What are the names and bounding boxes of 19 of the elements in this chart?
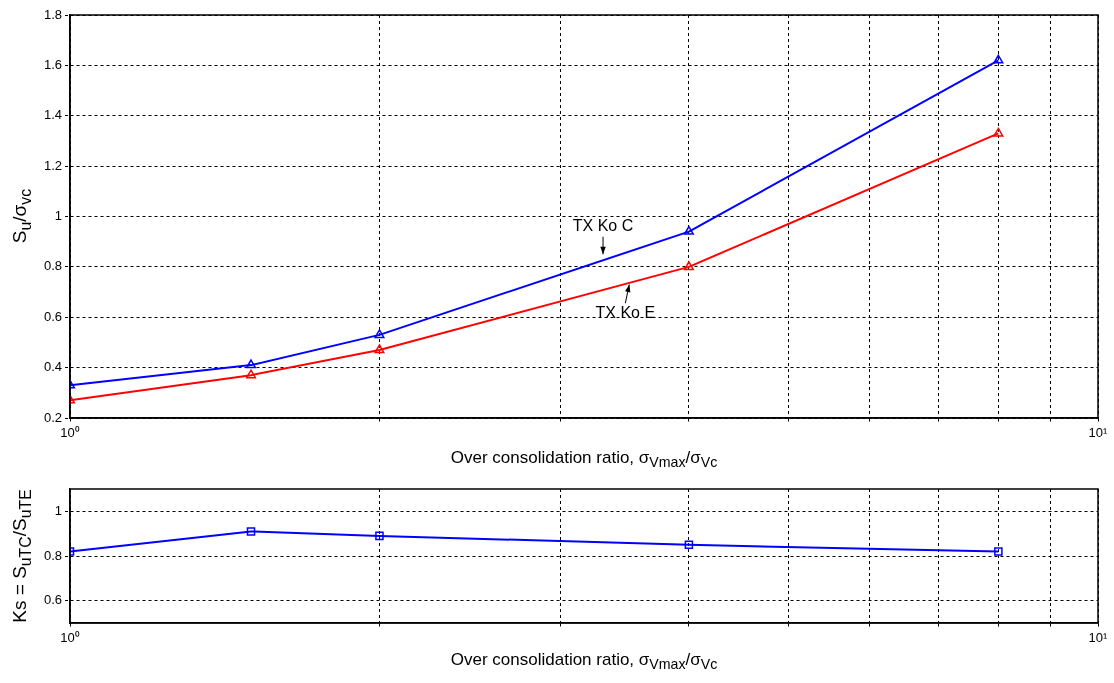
y-tick-label: 0.4	[43, 359, 62, 375]
y-tick-label: 0.6	[43, 592, 62, 608]
x-tick-label: 10⁰	[60, 425, 80, 441]
y-tick-label: 1.4	[43, 107, 62, 123]
annotation: TX Ko C	[572, 216, 634, 234]
y-tick-label: 1.8	[43, 6, 62, 22]
x-tick-label: 10⁰	[60, 630, 80, 646]
x-tick-label: 10¹	[1088, 425, 1109, 441]
y-tick-label: 1.2	[43, 157, 62, 173]
y-tick-label: 1	[54, 502, 62, 518]
x-tick-label: 10¹	[1088, 630, 1109, 646]
y-tick-label: 0.8	[43, 258, 62, 274]
y-tick-label: 1	[54, 208, 62, 224]
y-tick-label: 0.2	[43, 409, 62, 425]
y-tick-label: 1.6	[43, 56, 62, 72]
y-tick-label: 0.8	[43, 547, 62, 563]
y-tick-label: 0.6	[43, 308, 62, 324]
x-axis-title: Over consolidation ratio, σ$_{Vmax}$/σ$_{Vc}$	[449, 650, 719, 673]
x-axis-title: Over consolidation ratio, σ$_{Vmax}$/σ$_{Vc}$	[449, 448, 719, 471]
